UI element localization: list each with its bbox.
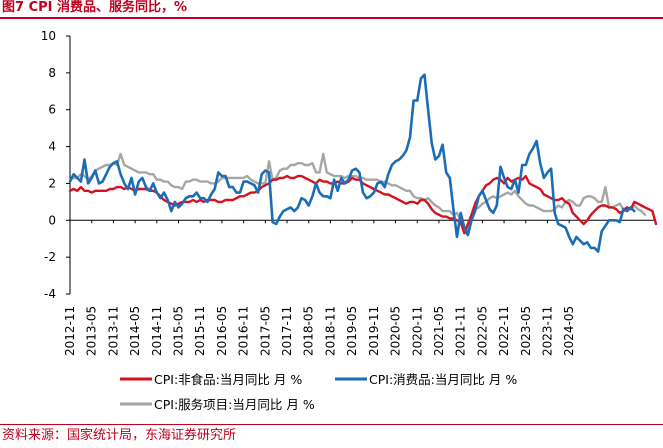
y-tick-label: 10 [41,29,56,43]
x-tick-label: 2020-11 [410,306,424,356]
chart-series [68,73,658,253]
y-tick-label: 2 [48,176,56,190]
y-tick-label: -2 [44,250,56,264]
x-tick-label: 2013-05 [85,306,99,356]
x-tick-label: 2015-05 [172,306,186,356]
x-tick-label: 2023-05 [519,306,533,356]
x-tick-label: 2019-05 [345,306,359,356]
x-tick-label: 2013-11 [106,306,120,356]
chart-legend: CPI:非食品:当月同比 月 % CPI:消费品:当月同比 月 % CPI:服务项目… [120,372,517,412]
x-tick-label: 2023-11 [540,306,554,356]
x-tick-label: 2015-11 [193,306,207,356]
x-tick-label: 2014-05 [128,306,142,356]
series-line-2 [68,73,636,253]
x-tick-label: 2016-05 [215,306,229,356]
source-note: 资料来源：国家统计局，东海证券研究所 [2,428,237,443]
series-line-1 [68,174,658,235]
series-line-3 [68,152,647,233]
source-divider [0,424,663,425]
title-divider [0,17,663,19]
chart-axes: -4 -2 0 2 4 6 8 10 2012-11 2013-05 2013-11 2014-05 2… [41,29,656,356]
x-tick-label: 2018-05 [302,306,316,356]
x-tick-label: 2019-11 [367,306,381,356]
y-tick-label: 6 [48,103,56,117]
figure-title: 图7 CPI 消费品、服务同比，% [2,0,188,15]
line-chart: -4 -2 0 2 4 6 8 10 2012-11 2013-05 2013-11 2014-05 2… [41,29,658,412]
x-tick-label: 2020-05 [389,306,403,356]
y-tick-label: -4 [44,287,56,301]
x-tick-label: 2014-11 [150,306,164,356]
x-tick-label: 2018-11 [323,306,337,356]
legend-label-2: CPI:消费品:当月同比 月 % [369,372,517,387]
x-tick-label: 2017-05 [258,306,272,356]
x-tick-label: 2017-11 [280,306,294,356]
legend-label-3: CPI:服务项目:当月同比 月 % [154,397,315,412]
x-tick-label: 2022-11 [497,306,511,356]
x-tick-label: 2012-11 [63,306,77,356]
x-tick-label: 2021-05 [432,306,446,356]
x-tick-label: 2022-05 [475,306,489,356]
y-tick-label: 0 [48,213,56,227]
x-tick-label: 2021-11 [454,306,468,356]
y-tick-label: 8 [48,66,56,80]
x-tick-label: 2016-11 [237,306,251,356]
y-tick-label: 4 [48,140,56,154]
x-tick-label: 2024-05 [562,306,576,356]
legend-label-1: CPI:非食品:当月同比 月 % [154,372,302,387]
